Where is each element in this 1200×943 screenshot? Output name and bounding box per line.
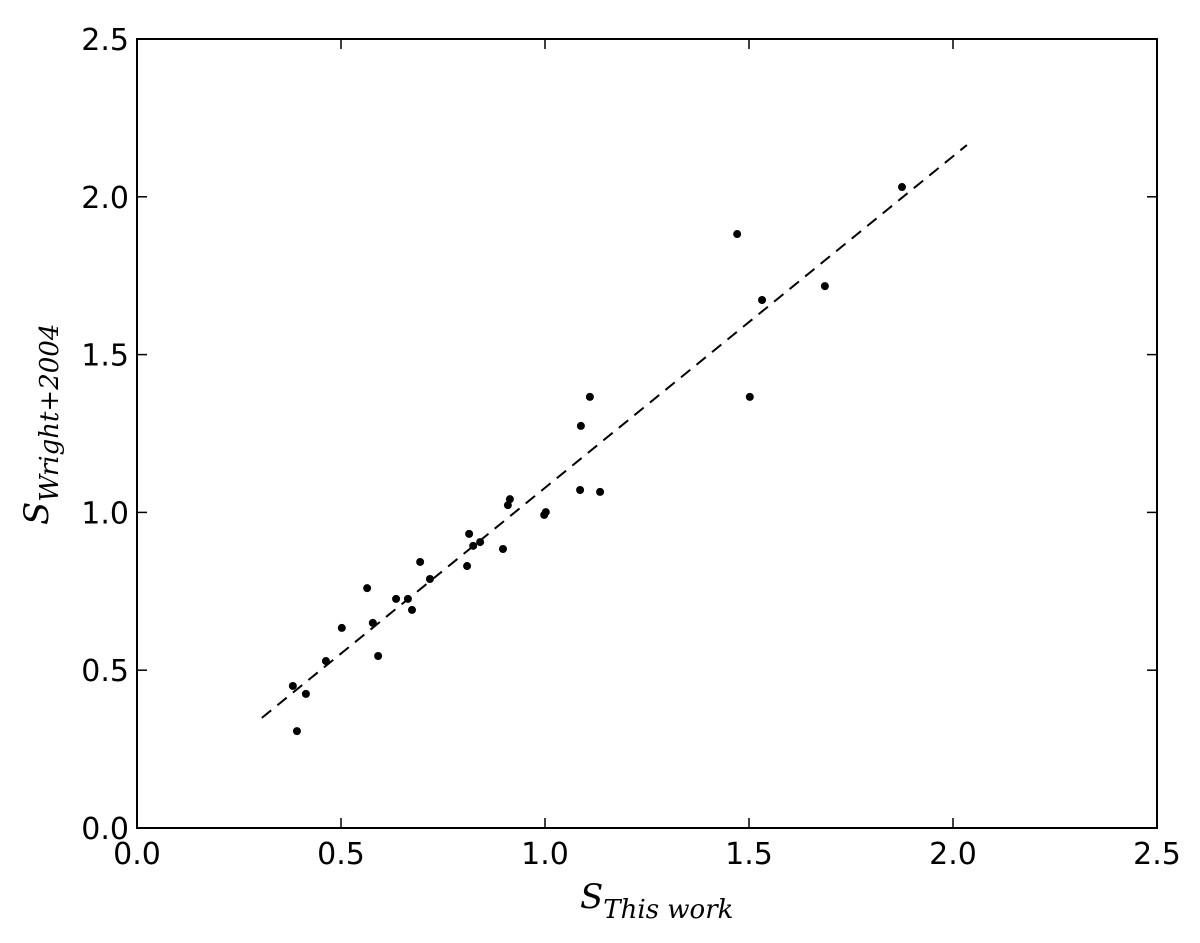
x-tick-label: 0.0 bbox=[113, 837, 161, 872]
point bbox=[733, 230, 742, 239]
x-tick-label: 2.5 bbox=[1133, 837, 1181, 872]
point bbox=[469, 541, 478, 550]
point bbox=[576, 421, 585, 430]
point bbox=[463, 562, 472, 571]
x-label-subscript: This work bbox=[603, 895, 733, 925]
point bbox=[596, 487, 605, 496]
x-tick-label: 1.0 bbox=[521, 837, 569, 872]
point bbox=[292, 727, 301, 736]
point bbox=[465, 529, 474, 538]
point bbox=[745, 392, 754, 401]
point bbox=[337, 623, 346, 632]
point bbox=[541, 508, 550, 517]
y-tick-label: 2.5 bbox=[81, 23, 129, 58]
x-label-symbol: S bbox=[580, 877, 603, 917]
point bbox=[368, 618, 377, 627]
point bbox=[585, 392, 594, 401]
point bbox=[321, 657, 330, 666]
y-tick-label: 2.0 bbox=[81, 181, 129, 216]
point bbox=[374, 651, 383, 660]
point bbox=[301, 689, 310, 698]
x-tick-label: 0.5 bbox=[317, 837, 365, 872]
x-tick-label: 2.0 bbox=[929, 837, 977, 872]
y-label-symbol: S bbox=[17, 502, 57, 525]
y-axis-label-group: SWright+2004 bbox=[17, 324, 65, 525]
point bbox=[758, 296, 767, 305]
point bbox=[363, 584, 372, 593]
point bbox=[576, 485, 585, 494]
point bbox=[416, 557, 425, 566]
point bbox=[505, 495, 514, 504]
y-tick-label: 1.5 bbox=[81, 339, 129, 374]
point bbox=[898, 183, 906, 192]
x-axis-label: SThis work bbox=[580, 877, 733, 925]
y-axis-label: SWright+2004 bbox=[17, 324, 65, 525]
point bbox=[425, 574, 434, 583]
point bbox=[476, 538, 485, 547]
y-tick-label: 0.0 bbox=[81, 812, 129, 847]
point bbox=[392, 594, 401, 603]
x-tick-label: 1.5 bbox=[725, 837, 773, 872]
y-tick-label: 1.0 bbox=[81, 496, 129, 531]
y-label-subscript: Wright+2004 bbox=[35, 324, 65, 502]
point bbox=[820, 282, 829, 291]
point bbox=[407, 605, 416, 614]
plot-frame bbox=[136, 38, 1158, 829]
y-tick-label: 0.5 bbox=[81, 654, 129, 689]
fit-line bbox=[261, 144, 968, 719]
point bbox=[403, 594, 412, 603]
point bbox=[498, 545, 507, 554]
point bbox=[288, 681, 297, 690]
